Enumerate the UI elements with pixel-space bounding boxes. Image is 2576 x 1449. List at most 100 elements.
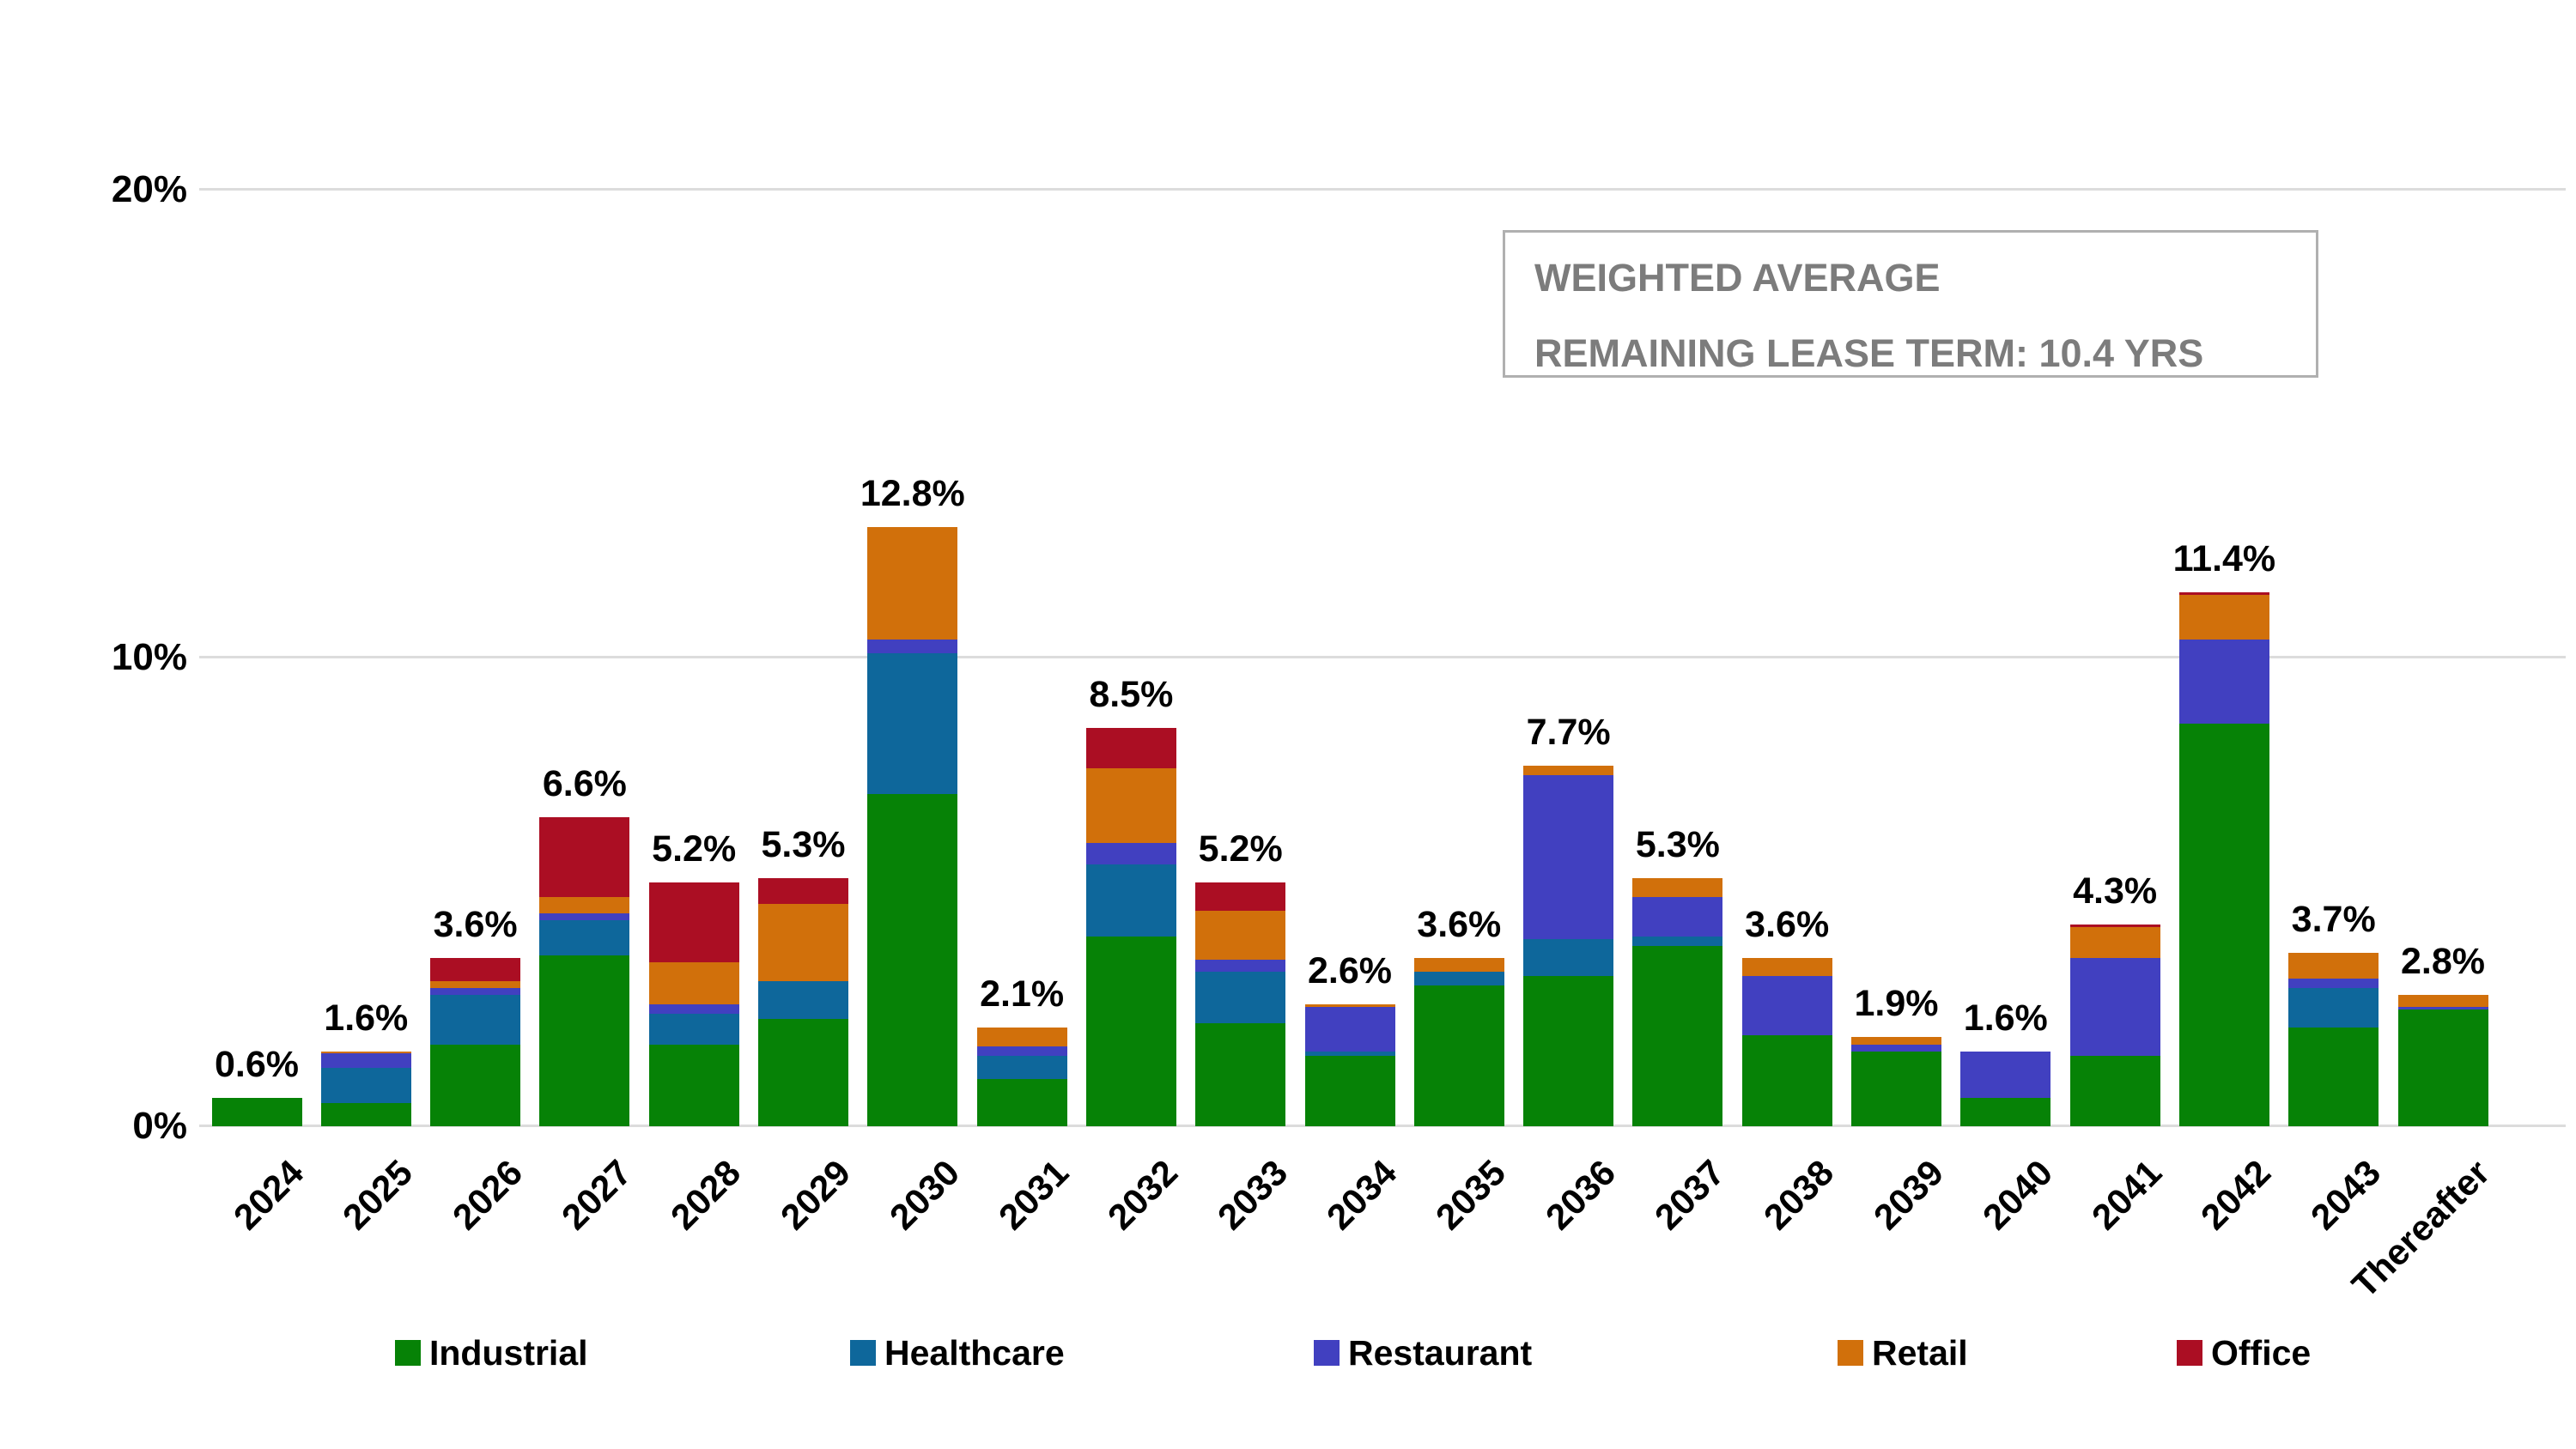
bar-total-label: 12.8% (860, 472, 965, 514)
bar-total-label: 2.1% (980, 973, 1065, 1016)
weighted-average-line2: REMAINING LEASE TERM: 10.4 YRS (1534, 331, 2204, 375)
bar-total-label: 5.2% (1198, 828, 1283, 870)
y-axis-tick-label-10: 10% (111, 636, 187, 678)
bar-segment-industrial (2288, 1028, 2379, 1126)
bar-segment-retail (1195, 911, 1286, 961)
bar-2043 (2288, 953, 2379, 1126)
legend-label-healthcare: Healthcare (884, 1332, 1065, 1373)
bar-segment-retail (320, 1051, 411, 1054)
bar-segment-retail (758, 903, 848, 981)
bar-segment-industrial (2069, 1056, 2160, 1126)
bar-segment-retail (2069, 927, 2160, 958)
bar-2038 (1741, 957, 1832, 1126)
legend-swatch-restaurant (1314, 1340, 1340, 1366)
bar-segment-retail (2288, 953, 2379, 979)
bar-segment-restaurant (867, 639, 958, 654)
bar-segment-office (1085, 728, 1176, 768)
bar-segment-restaurant (1741, 976, 1832, 1035)
bar-total-label: 6.6% (542, 762, 627, 804)
bar-2034 (1304, 1004, 1395, 1126)
bar-2040 (1960, 1051, 2051, 1126)
bar-segment-office (2069, 925, 2160, 928)
bar-segment-healthcare (648, 1014, 739, 1045)
legend: Industrial Healthcare Restaurant Retail Offi… (0, 1329, 2576, 1380)
bar-segment-retail (1413, 957, 1504, 972)
bar-total-label: 1.9% (1854, 983, 1939, 1025)
bar-segment-retail (1304, 1004, 1395, 1007)
bar-total-label: 5.3% (761, 823, 846, 865)
bar-segment-office (648, 882, 739, 963)
bar-2037 (1632, 877, 1723, 1126)
bar-2027 (539, 817, 630, 1126)
bar-segment-restaurant (1632, 896, 1723, 937)
bar-segment-retail (1085, 767, 1176, 843)
bar-segment-retail (2178, 594, 2269, 640)
bar-segment-industrial (539, 955, 630, 1126)
bar-segment-office (539, 817, 630, 897)
legend-swatch-healthcare (850, 1340, 876, 1366)
gridline-10pct (199, 656, 2566, 658)
bar-total-label: 0.6% (214, 1044, 299, 1086)
legend-label-retail: Retail (1872, 1332, 1968, 1373)
bar-segment-industrial (2178, 723, 2269, 1126)
bar-total-label: 2.8% (2400, 941, 2485, 983)
bar-segment-retail (1632, 877, 1723, 897)
bar-segment-restaurant (320, 1053, 411, 1068)
bar-segment-industrial (1413, 985, 1504, 1126)
legend-swatch-retail (1838, 1340, 1863, 1366)
bar-segment-restaurant (430, 988, 521, 996)
bar-thereafter (2397, 995, 2488, 1126)
bar-segment-industrial (1960, 1098, 2051, 1126)
bar-2029 (758, 877, 848, 1126)
bar-segment-industrial (2397, 1009, 2488, 1126)
bar-segment-industrial (320, 1102, 411, 1126)
bar-segment-industrial (1304, 1056, 1395, 1126)
bar-segment-retail (867, 526, 958, 640)
bar-segment-restaurant (1304, 1006, 1395, 1052)
bar-segment-healthcare (1413, 972, 1504, 986)
bar-total-label: 8.5% (1089, 674, 1174, 716)
bar-segment-healthcare (976, 1056, 1067, 1080)
bar-2041 (2069, 925, 2160, 1126)
bar-segment-retail (976, 1028, 1067, 1047)
bar-segment-restaurant (1851, 1044, 1941, 1052)
bar-segment-industrial (1632, 945, 1723, 1126)
bar-segment-healthcare (1085, 864, 1176, 937)
bar-segment-healthcare (1632, 937, 1723, 946)
legend-swatch-office (2177, 1340, 2202, 1366)
bar-total-label: 4.3% (2073, 870, 2158, 912)
bar-segment-restaurant (1085, 842, 1176, 864)
gridline-20pct (199, 188, 2566, 191)
bar-segment-industrial (430, 1044, 521, 1126)
bar-segment-restaurant (1195, 960, 1286, 972)
bar-total-label: 11.4% (2172, 538, 2276, 580)
bar-segment-industrial (1851, 1051, 1941, 1126)
bar-segment-industrial (976, 1079, 1067, 1126)
legend-item-retail: Retail (1838, 1329, 1968, 1377)
bar-segment-restaurant (539, 912, 630, 920)
bar-total-label: 3.6% (1417, 903, 1502, 945)
bar-segment-restaurant (1960, 1051, 2051, 1099)
bar-total-label: 3.6% (433, 903, 518, 945)
legend-label-restaurant: Restaurant (1348, 1332, 1533, 1373)
bar-2030 (867, 526, 958, 1126)
bar-segment-healthcare (1304, 1051, 1395, 1057)
bar-segment-industrial (211, 1098, 302, 1126)
bar-segment-industrial (1523, 976, 1614, 1126)
bar-segment-industrial (1195, 1023, 1286, 1126)
bar-segment-restaurant (2397, 1006, 2488, 1009)
bar-total-label: 3.7% (2291, 899, 2376, 941)
bar-2024 (211, 1098, 302, 1126)
bar-segment-retail (648, 962, 739, 1005)
bar-segment-office (430, 957, 521, 981)
bar-total-label: 7.7% (1526, 711, 1611, 753)
bar-segment-office (1195, 882, 1286, 912)
bar-segment-restaurant (976, 1046, 1067, 1057)
bar-segment-industrial (1741, 1034, 1832, 1126)
bar-segment-retail (1851, 1037, 1941, 1045)
bar-segment-office (758, 877, 848, 904)
bar-segment-healthcare (758, 980, 848, 1019)
bar-segment-retail (430, 980, 521, 989)
bar-total-label: 1.6% (1963, 997, 2048, 1039)
